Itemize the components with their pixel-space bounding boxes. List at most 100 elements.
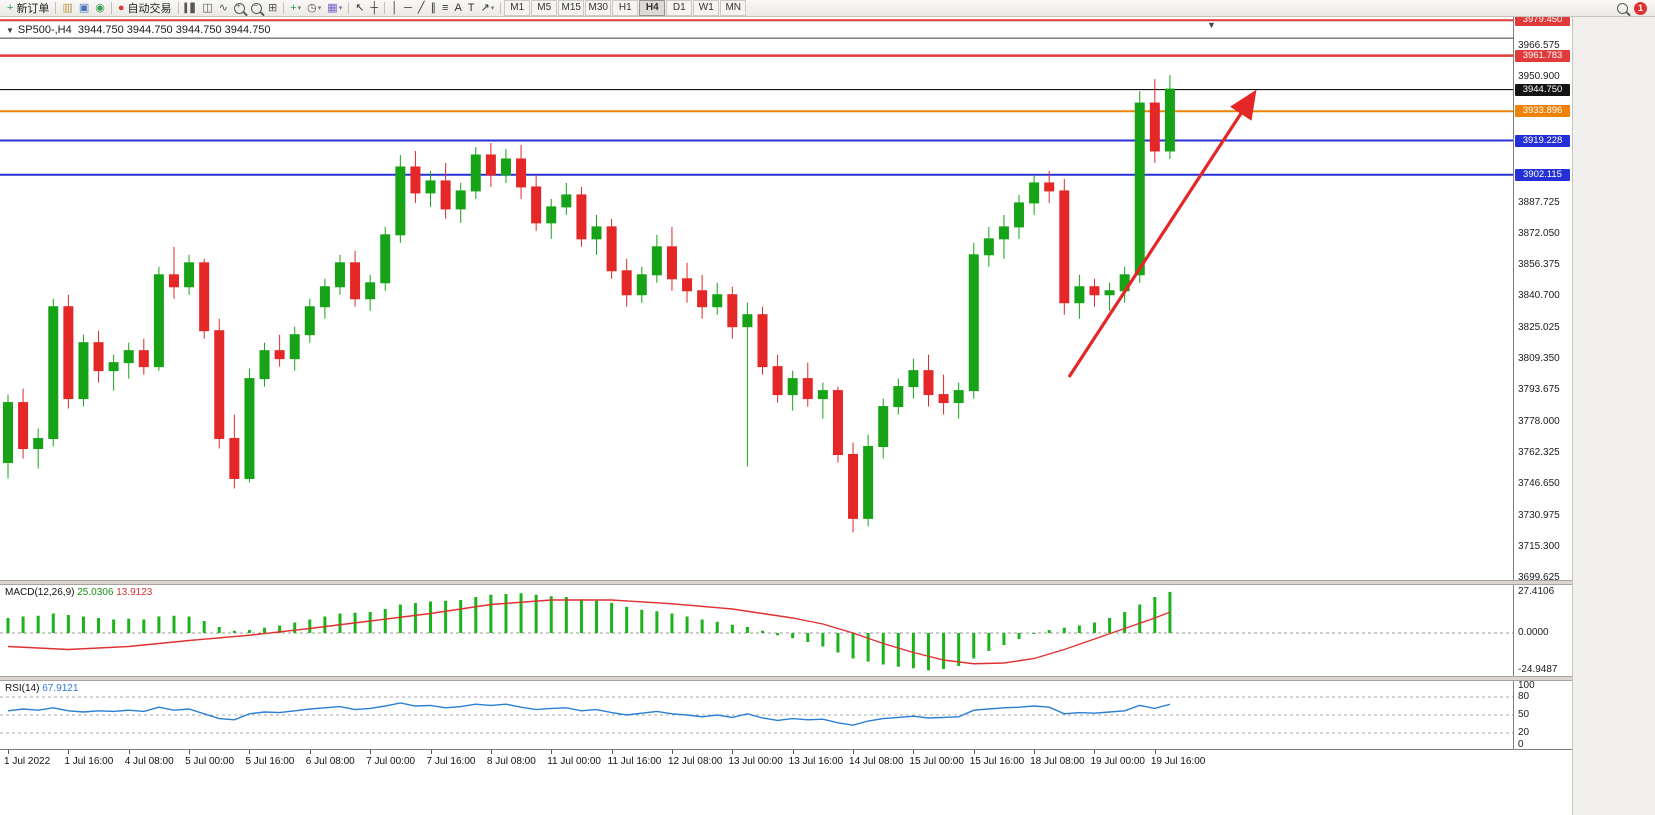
tile-windows-icon[interactable]: ⊞ [265, 1, 280, 16]
profiles-icon[interactable]: ▣ [76, 1, 92, 16]
time-scale-label: 11 Jul 00:00 [547, 756, 601, 767]
chevron-down-icon[interactable]: ▼ [6, 26, 14, 35]
timeframe-button-w1[interactable]: W1 [693, 0, 720, 16]
vertical-line-icon: │ [391, 1, 399, 14]
new-order-label: 新订单 [16, 3, 50, 15]
horizontal-line-icon[interactable]: ─ [401, 1, 415, 16]
price-line-label: 3902.115 [1515, 168, 1570, 181]
time-scale-label: 4 Jul 08:00 [124, 756, 174, 767]
timeframe-button-m30[interactable]: M30 [585, 0, 612, 16]
dropdown-arrow-icon: ▾ [317, 5, 322, 12]
time-tick [1154, 750, 1156, 754]
time-scale-label: 19 Jul 00:00 [1090, 756, 1145, 767]
price-scale-label: 3872.050 [1518, 227, 1560, 239]
rsi-scale-label: 100 [1518, 681, 1535, 691]
price-scale-label: 3840.700 [1518, 290, 1560, 302]
price-chart-canvas[interactable]: ▼ [0, 17, 1513, 580]
macd-signal-value: 13.9123 [116, 587, 153, 598]
zoom-in-icon[interactable]: + [231, 1, 248, 16]
periods-icon[interactable]: ◷ ▾ [304, 1, 324, 16]
macd-axis[interactable]: 27.4106 0.0000 -24.9487 [1513, 585, 1572, 676]
timeframe-button-h1[interactable]: H1 [612, 0, 639, 16]
tile-windows-icon: ⊞ [267, 1, 278, 14]
cursor-icon: ↖ [355, 1, 365, 14]
charts-icon[interactable]: ▥ [59, 1, 75, 16]
time-scale-label: 5 Jul 16:00 [245, 756, 295, 767]
price-scale-label: 3809.350 [1518, 353, 1560, 364]
rsi-scale-label: 50 [1518, 709, 1530, 720]
time-tick [128, 750, 130, 754]
rsi-axis[interactable]: 100 80 50 20 0 [1513, 681, 1572, 749]
new-order-button[interactable]: + 新订单 [4, 1, 52, 16]
timeframe-button-m15[interactable]: M15 [558, 0, 585, 16]
macd-row: MACD(12,26,9) 25.0306 13.9123 27.4106 0.0… [0, 585, 1572, 676]
timeframe-button-m1[interactable]: M1 [504, 0, 531, 16]
toolbar-separator [500, 2, 502, 14]
time-scale-label: 15 Jul 16:00 [969, 756, 1025, 767]
symbol-period: SP500-,H4 [17, 24, 72, 36]
timeframe-button-mn[interactable]: MN [720, 0, 747, 16]
vertical-line-icon[interactable]: │ [388, 1, 401, 16]
price-line-label: 3979.450 [1515, 17, 1570, 27]
crosshair-icon[interactable]: ┼ [367, 1, 381, 16]
time-tick [732, 750, 734, 754]
timeframe-button-h4[interactable]: H4 [639, 0, 666, 16]
search-icon[interactable] [1617, 2, 1628, 14]
text-label-icon[interactable]: T [465, 1, 478, 16]
cursor-icon[interactable]: ↖ [352, 1, 367, 16]
panel-splitter-2[interactable] [0, 676, 1572, 681]
candlestick-icon: ◫ [202, 1, 213, 14]
chart-shift-marker: ▼ [1207, 20, 1216, 30]
price-chart[interactable]: ▼ ▼ SP500-,H4 3944.750 3944.750 3944.750 … [0, 17, 1513, 580]
macd-panel[interactable]: MACD(12,26,9) 25.0306 13.9123 [0, 585, 1513, 676]
timeframe-button-d1[interactable]: D1 [666, 0, 693, 16]
macd-value: 25.0306 [77, 587, 114, 598]
macd-scale-label: 0.0000 [1518, 627, 1549, 638]
candlestick-icon[interactable]: ◫ [199, 1, 215, 16]
price-line-label: 3961.783 [1515, 49, 1570, 62]
price-scale-label: 3762.325 [1518, 446, 1560, 458]
toolbar-items: + 新订单 ▥ ▣ ◉ ● 自动交易 ▍▋ ◫ ∿ + − ⊞ + ▾ ◷ ▾ ▦ ▾ ↖ ┼ │ ─ ╱ ∥ ≡ A T ↗ ▾ M1 M5… [4, 0, 747, 16]
time-tick [189, 750, 191, 754]
price-scale-label: 3966.575 [1518, 40, 1560, 51]
price-scale-label: 3730.975 [1518, 509, 1560, 521]
rsi-name: RSI(14) [5, 683, 40, 694]
trendline-icon[interactable]: ╱ [415, 1, 428, 16]
autotrading-label: 自动交易 [127, 3, 172, 15]
line-chart-icon[interactable]: ∿ [216, 1, 231, 16]
bar-chart-icon[interactable]: ▍▋ [182, 1, 200, 16]
macd-scale-label: 27.4106 [1518, 586, 1555, 597]
autotrading-button: ● [117, 1, 125, 14]
panel-splitter[interactable] [0, 580, 1572, 585]
arrows-icon[interactable]: ↗ ▾ [478, 1, 498, 16]
notification-badge[interactable]: 1 [1634, 1, 1647, 15]
dropdown-arrow-icon: ▾ [490, 5, 495, 12]
autotrading-button[interactable]: ● 自动交易 [115, 1, 175, 16]
time-scale-label: 13 Jul 00:00 [728, 756, 783, 767]
trend-arrow-annotation [1067, 89, 1257, 378]
macd-scale-label: -24.9487 [1518, 664, 1558, 675]
bar-chart-icon: ▍▋ [184, 2, 198, 13]
price-scale-label: 3793.675 [1518, 384, 1560, 396]
toolbar-right: 1 [1617, 1, 1651, 15]
time-tick [913, 750, 915, 754]
text-icon[interactable]: A [451, 1, 464, 16]
time-scale-label: 7 Jul 16:00 [426, 756, 476, 767]
price-axis[interactable]: 3966.575 3950.900 3887.725 3872.050 3856.375… [1513, 17, 1572, 580]
new-order-button: + [7, 1, 14, 14]
rsi-panel[interactable]: RSI(14) 67.9121 [0, 681, 1513, 749]
time-axis[interactable]: 1 Jul 2022 1 Jul 16:00 4 Jul 08:00 5 Jul 00… [0, 749, 1572, 772]
channel-icon[interactable]: ∥ [428, 1, 440, 16]
templates-icon: ▦ [327, 1, 338, 14]
rsi-canvas[interactable] [0, 681, 1513, 749]
templates-icon[interactable]: ▦ ▾ [324, 1, 345, 16]
zoom-out-icon[interactable]: − [248, 1, 265, 16]
timeframe-button-m5[interactable]: M5 [531, 0, 558, 16]
time-tick [490, 750, 492, 754]
terminal-icon[interactable]: ◉ [92, 1, 108, 16]
fibonacci-icon[interactable]: ≡ [439, 1, 451, 16]
indicators-icon[interactable]: + ▾ [287, 1, 304, 16]
time-tick [973, 750, 975, 754]
macd-canvas[interactable] [0, 585, 1513, 676]
time-tick [309, 750, 311, 754]
